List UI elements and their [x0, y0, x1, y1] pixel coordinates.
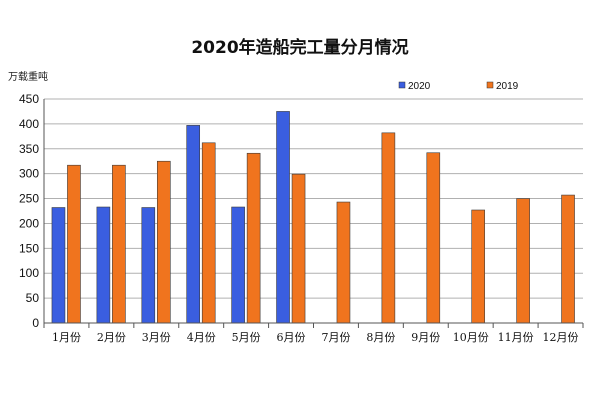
x-tick-label: 9月份: [411, 331, 440, 344]
y-tick-label: 450: [19, 92, 39, 106]
x-tick-label: 4月份: [187, 331, 216, 344]
y-tick-label: 250: [19, 192, 39, 206]
bar-2019-5: [246, 152, 261, 324]
bar-2019-3: [156, 160, 171, 324]
legend-label-2019: 2019: [496, 81, 519, 92]
legend: 2020 2019: [398, 81, 519, 92]
bar-2020-4: [186, 125, 201, 324]
bar-2019-2: [112, 164, 126, 324]
y-tick-label: 100: [19, 266, 39, 280]
bar-2019-7: [336, 201, 351, 324]
y-tick-label: 300: [19, 167, 39, 181]
x-tick-label: 1月份: [52, 331, 81, 344]
bar-2019-12: [561, 194, 575, 324]
x-tick-label: 3月份: [142, 331, 171, 344]
bar-2020-3: [141, 207, 156, 324]
y-axis-ticks: 0 50 100 150 200 250 300 350 400 450: [19, 92, 39, 330]
bars: [51, 111, 575, 324]
bar-2019-4: [201, 142, 216, 324]
y-tick-label: 350: [19, 142, 39, 156]
bar-2020-2: [96, 206, 111, 324]
x-tick-label: 5月份: [232, 331, 261, 344]
bar-2020-5: [231, 206, 245, 324]
bar-2019-6: [291, 173, 306, 324]
y-axis-label: 万载重吨: [8, 70, 48, 83]
y-tick-label: 200: [19, 216, 39, 230]
legend-swatch-2020: [398, 81, 406, 89]
gridlines: [44, 98, 583, 299]
x-tick-label: 10月份: [453, 331, 489, 344]
x-tick-label: 7月份: [321, 331, 350, 344]
y-tick-label: 50: [26, 291, 40, 305]
bar-2019-9: [426, 152, 441, 324]
x-tick-label: 8月份: [366, 331, 395, 344]
x-tick-label: 11月份: [498, 331, 534, 344]
bar-2019-1: [67, 164, 81, 324]
bar-2019-8: [381, 132, 396, 324]
bar-2019-11: [516, 198, 530, 324]
y-tick-label: 400: [19, 117, 39, 131]
bar-2020-1: [51, 207, 66, 324]
x-tick-label: 2月份: [97, 331, 126, 344]
legend-label-2020: 2020: [408, 81, 431, 92]
x-tick-label: 12月份: [543, 331, 579, 344]
legend-swatch-2019: [486, 81, 494, 89]
bar-2020-6: [276, 111, 290, 324]
y-tick-label: 0: [32, 316, 39, 330]
y-tick-label: 150: [19, 241, 39, 255]
bar-2019-10: [471, 209, 486, 324]
x-tick-label: 6月份: [277, 331, 306, 344]
x-axis: 1月份 2月份 3月份 4月份 5月份 6月份 7月份 8月份 9月份 10月份 11月份 12月份: [43, 99, 584, 344]
chart-title: 2020年造船完工量分月情况: [191, 37, 408, 58]
